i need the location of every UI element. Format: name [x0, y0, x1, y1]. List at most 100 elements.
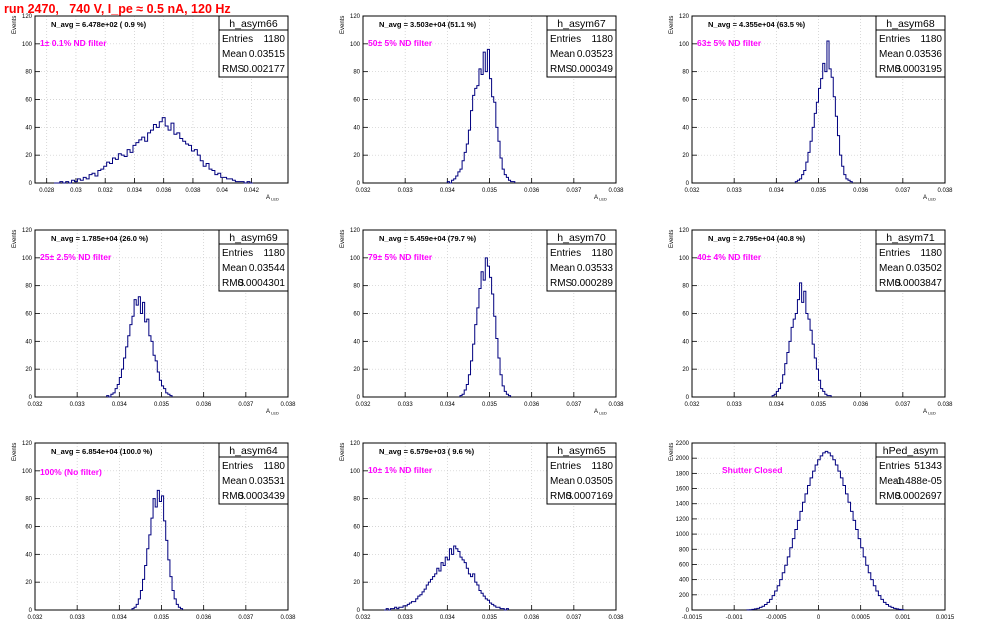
x-tick-label: 0.042: [244, 188, 260, 194]
y-axis-label: Events: [12, 443, 18, 461]
y-tick-label: 40: [25, 125, 32, 131]
stats-value: 0.03536: [906, 49, 943, 60]
histogram-panel-h_asym68: 0.032 0.033 0.034 0.035 0.036 0.037 0.038 0 20 40…: [669, 14, 953, 202]
x-axis-label-subscript: LED: [927, 197, 936, 202]
y-tick-label: 80: [353, 497, 360, 503]
stats-value: 0.03505: [577, 476, 614, 487]
y-tick-label: 60: [25, 98, 32, 104]
stats-box-frame: [546, 243, 617, 292]
x-tick-label: 0.034: [440, 615, 456, 621]
stats-value: 1180: [920, 34, 942, 45]
x-tick-label: 0.032: [684, 188, 700, 194]
navg-label: N_avg = 6.854e+04 (100.0 %): [51, 447, 153, 456]
y-tick-label: 100: [22, 42, 33, 48]
y-tick-label: 2000: [676, 456, 690, 462]
y-tick-label: 120: [350, 228, 361, 234]
y-tick-label: 80: [25, 284, 32, 290]
y-tick-label: 400: [679, 578, 690, 584]
x-tick-label: 0.033: [398, 402, 414, 408]
x-tick-label: -0.0015: [682, 615, 703, 621]
y-tick-label: 120: [22, 441, 33, 447]
y-tick-label: 0: [357, 181, 361, 187]
x-tick-label: 0.035: [482, 188, 498, 194]
y-tick-label: 20: [682, 153, 689, 159]
x-tick-label: 0.032: [355, 615, 371, 621]
stats-label: RMS: [879, 64, 902, 75]
stats-label: RMS: [550, 64, 573, 75]
filter-annotation: 1± 0.1% ND filter: [40, 38, 107, 48]
x-axis-label: A LED: [594, 195, 607, 202]
x-tick-label: 0.036: [196, 402, 212, 408]
y-tick-label: 120: [679, 228, 690, 234]
x-axis-label-subscript: LED: [598, 197, 607, 202]
y-tick-label: 40: [353, 339, 360, 345]
stats-label: Entries: [879, 248, 910, 259]
x-tick-label: 0.034: [112, 402, 128, 408]
stats-box-frame: [218, 456, 289, 505]
histogram-series: [384, 545, 509, 611]
x-tick-label: 0.0005: [851, 615, 870, 621]
stats-value: -1.488e-05: [894, 476, 943, 487]
histogram-name: h_asym66: [229, 18, 278, 30]
x-tick-label: 0.033: [70, 402, 86, 408]
x-tick-label: 0.034: [440, 188, 456, 194]
stats-value: 0.000349: [571, 64, 613, 75]
stats-box-frame: [546, 29, 617, 78]
y-axis-label: Events: [340, 16, 346, 34]
histogram-panel-h_asym71: 0.032 0.033 0.034 0.035 0.036 0.037 0.038 0 20 40…: [669, 228, 953, 416]
stats-label: Mean: [550, 49, 575, 60]
x-axis-label-subscript: LED: [270, 197, 279, 202]
x-tick-label: 0.036: [196, 615, 212, 621]
x-axis-label-subscript: LED: [927, 411, 936, 416]
y-tick-label: 60: [353, 312, 360, 318]
histogram-panel-h_asym66: 0.028 0.03 0.032 0.034 0.036 0.038 0.04 0.042 0 2…: [12, 14, 289, 202]
x-axis-label: A LED: [923, 409, 936, 416]
stats-value: 0.03531: [249, 476, 286, 487]
y-tick-label: 0: [29, 608, 33, 614]
x-tick-label: 0.034: [112, 615, 128, 621]
stats-label: Mean: [550, 476, 575, 487]
x-tick-label: 0.034: [440, 402, 456, 408]
x-tick-label: 0.036: [156, 188, 172, 194]
x-axis-label: A LED: [266, 195, 279, 202]
stats-label: Mean: [222, 263, 247, 274]
x-tick-label: 0.037: [566, 402, 582, 408]
y-axis-label: Events: [669, 230, 675, 248]
y-tick-label: 20: [25, 367, 32, 373]
y-tick-label: 0: [357, 395, 361, 401]
x-tick-label: 0.038: [608, 402, 624, 408]
y-tick-label: 20: [682, 367, 689, 373]
stats-label: Entries: [222, 34, 253, 45]
y-tick-label: 0: [686, 608, 690, 614]
y-tick-label: 100: [350, 42, 361, 48]
stats-label: RMS: [879, 278, 902, 289]
stats-value: 1180: [591, 248, 613, 259]
y-tick-label: 80: [682, 70, 689, 76]
stats-value: 0.0003195: [895, 64, 943, 75]
y-tick-label: 80: [353, 284, 360, 290]
y-tick-label: 20: [353, 580, 360, 586]
stats-value: 0.0007169: [566, 491, 614, 502]
y-tick-label: 100: [350, 469, 361, 475]
y-tick-label: 100: [22, 256, 33, 262]
x-tick-label: 0.034: [769, 402, 785, 408]
y-tick-label: 80: [25, 70, 32, 76]
stats-value: 0.0003439: [238, 491, 286, 502]
y-tick-label: 40: [353, 125, 360, 131]
stats-value: 0.03515: [249, 49, 286, 60]
histogram-name: h_asym65: [557, 445, 606, 457]
x-axis-label-subscript: LED: [598, 411, 607, 416]
x-tick-label: 0.037: [238, 615, 254, 621]
histogram-series: [459, 257, 512, 397]
y-tick-label: 600: [679, 562, 690, 568]
x-tick-label: 0.038: [185, 188, 201, 194]
y-tick-label: 60: [353, 525, 360, 531]
stats-value: 0.03544: [249, 263, 286, 274]
stats-label: RMS: [222, 64, 245, 75]
y-tick-label: 40: [682, 125, 689, 131]
histogram-panel-hPed_asym: -0.0015 -0.001 -0.0005 0 0.0005 0.001 0.0015 0 2…: [669, 441, 955, 621]
stats-label: Mean: [550, 263, 575, 274]
x-tick-label: 0.03: [70, 188, 82, 194]
y-tick-label: 800: [679, 547, 690, 553]
histogram-name: h_asym69: [229, 232, 278, 244]
